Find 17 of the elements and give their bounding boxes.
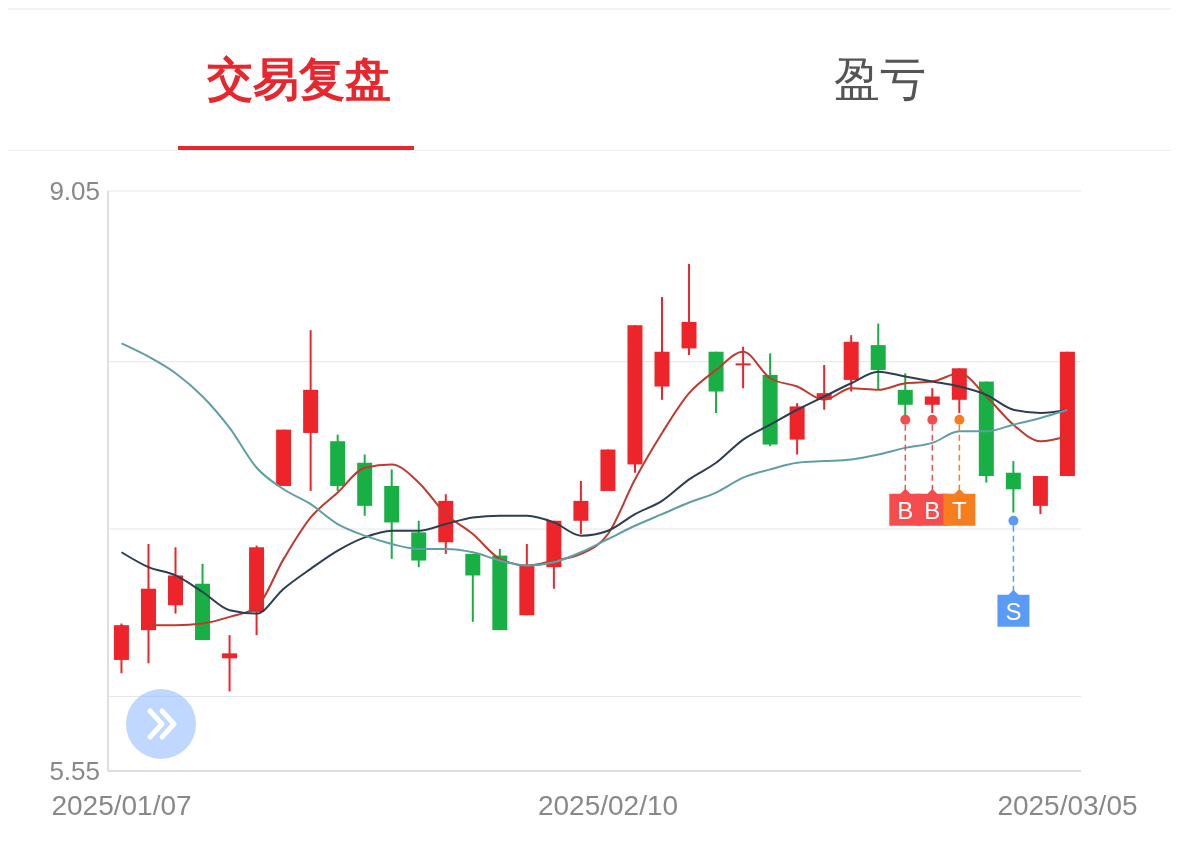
y-tick-label: 5.55 <box>49 756 100 787</box>
candlestick <box>222 634 238 693</box>
annotation: S <box>1005 597 1022 625</box>
y-tick-label: 9.05 <box>49 176 100 207</box>
x-tick-label: 2025/03/05 <box>997 789 1138 821</box>
chart-subtitle: 盈亏 <box>834 52 927 107</box>
x-tick-label: 2025/02/10 <box>537 789 679 821</box>
x-tick-label: 2025/01/07 <box>51 789 192 821</box>
candlestick <box>465 552 481 623</box>
candlestick <box>735 345 751 390</box>
annotation: T <box>952 496 968 524</box>
candlestick <box>1005 460 1021 514</box>
annotation: B <box>897 496 914 524</box>
candlestick <box>924 387 940 415</box>
candlestick <box>573 480 589 536</box>
annotation: B <box>924 496 941 524</box>
chart-title: 交易复盘 <box>206 52 391 107</box>
